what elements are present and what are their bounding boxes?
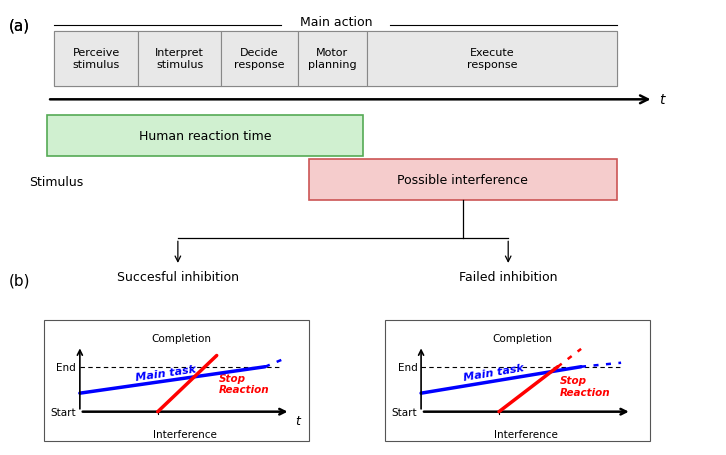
Text: Interference: Interference (494, 430, 558, 440)
Text: End: End (57, 362, 76, 372)
Text: Execute
response: Execute response (467, 48, 517, 70)
Text: $t$: $t$ (295, 414, 302, 427)
Text: Start: Start (392, 407, 417, 417)
Text: Completion: Completion (492, 334, 552, 344)
Text: Main action: Main action (300, 15, 372, 29)
Text: Perceive
stimulus: Perceive stimulus (73, 48, 120, 70)
Text: Human reaction time: Human reaction time (139, 130, 272, 143)
Bar (44, 321, 309, 441)
Text: (b): (b) (9, 273, 30, 288)
Text: Main task: Main task (134, 363, 197, 382)
Bar (298, 32, 367, 86)
Bar (385, 321, 650, 441)
Text: Interference: Interference (153, 430, 217, 440)
Text: Start: Start (51, 407, 76, 417)
Text: Interpret
stimulus: Interpret stimulus (155, 48, 204, 70)
Text: (a): (a) (9, 18, 30, 33)
Text: (a): (a) (9, 18, 30, 33)
Text: Decide
response: Decide response (234, 48, 285, 70)
Text: Stop
Reaction: Stop Reaction (219, 373, 269, 394)
Bar (54, 32, 138, 86)
Bar (221, 32, 298, 86)
Text: Completion: Completion (151, 334, 211, 344)
Text: Motor
planning: Motor planning (308, 48, 356, 70)
Text: Failed inhibition: Failed inhibition (459, 271, 558, 284)
Text: $t$: $t$ (659, 93, 667, 107)
Bar (54, 32, 617, 86)
Text: Stimulus: Stimulus (29, 176, 83, 188)
Text: End: End (398, 362, 417, 372)
Bar (367, 32, 617, 86)
Text: Succesful inhibition: Succesful inhibition (117, 271, 239, 284)
Bar (138, 32, 221, 86)
Bar (47, 116, 363, 157)
Text: Possible interference: Possible interference (397, 173, 529, 186)
Text: Stop
Reaction: Stop Reaction (560, 375, 611, 397)
Bar (309, 159, 617, 200)
Text: Main task: Main task (463, 363, 525, 383)
